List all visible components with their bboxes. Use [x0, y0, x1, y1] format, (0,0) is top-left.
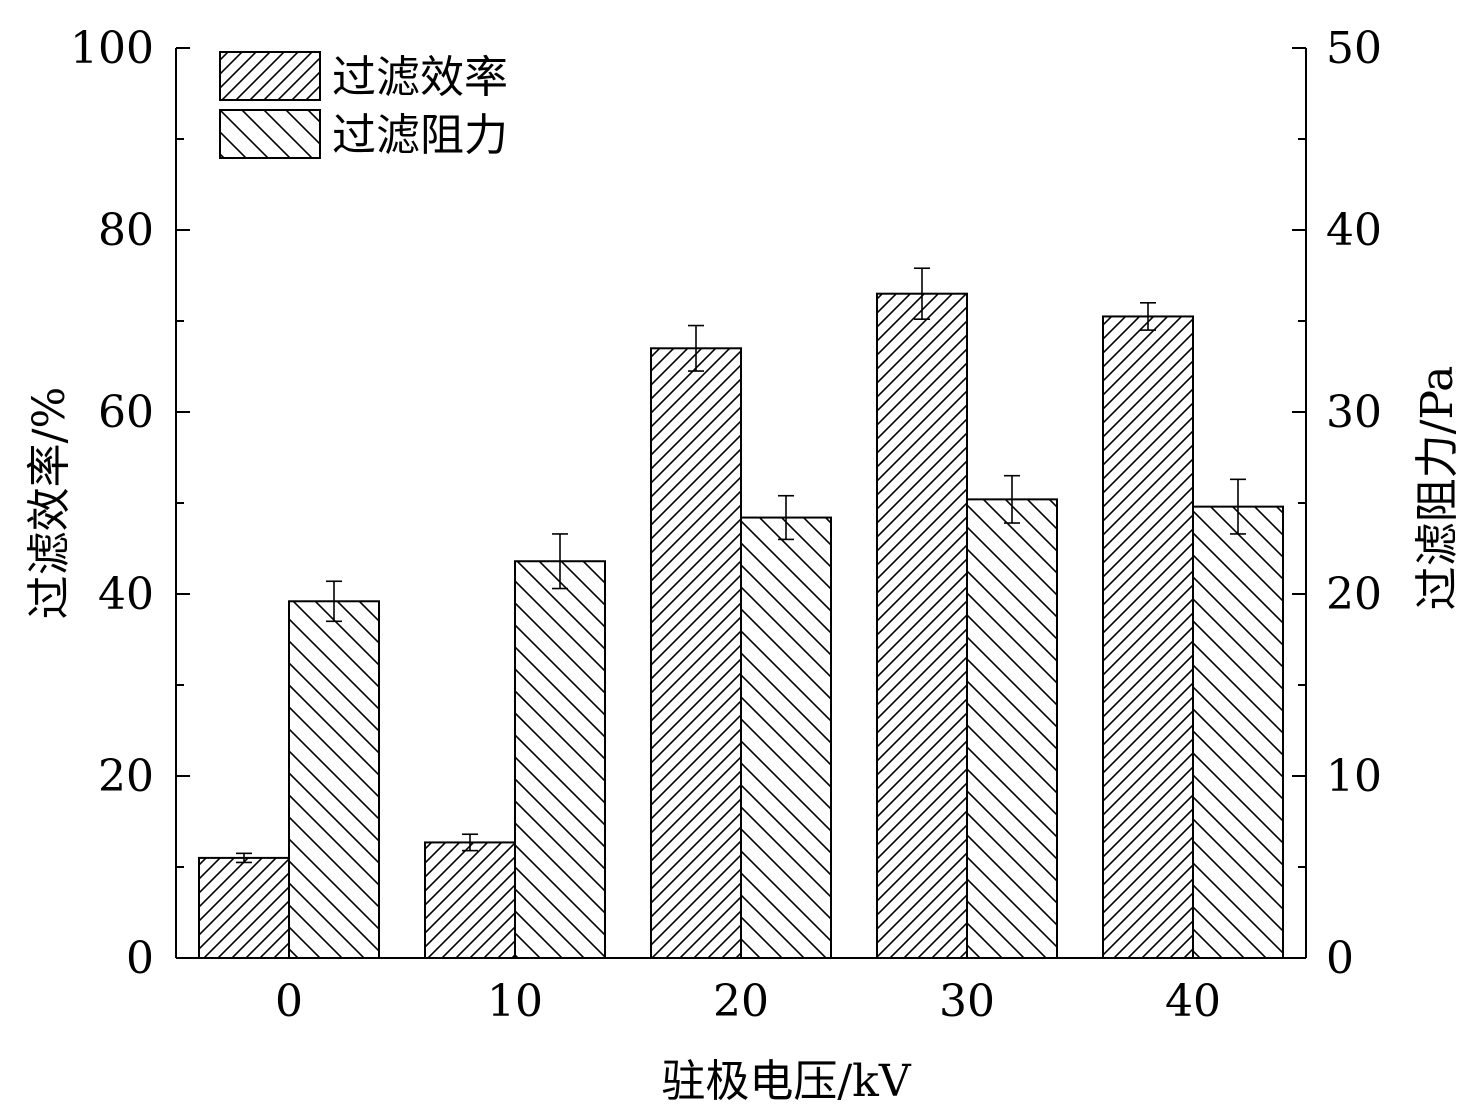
bar-efficiency-40 — [1102, 315, 1194, 959]
bars-layer — [198, 292, 1284, 960]
bar-efficiency-20 — [650, 347, 742, 959]
axes-layer: 0 20 40 60 80 100 0 10 20 30 40 50 0 10 20 30 40 — [70, 23, 1382, 1027]
bar-efficiency-0 — [198, 856, 290, 960]
error-bars-layer — [236, 267, 1246, 864]
error-bar-resistance-10 — [552, 533, 568, 590]
bar-resistance-40 — [1192, 505, 1284, 959]
legend: 过滤效率 过滤阻力 — [219, 51, 508, 161]
y-left-tick-label: 80 — [98, 205, 154, 256]
y-left-tick-label: 20 — [98, 751, 154, 802]
legend-swatch-efficiency — [219, 51, 321, 101]
bar-efficiency-10 — [424, 841, 516, 959]
y-axis-right-title: 过滤阻力/Pa — [1412, 366, 1463, 611]
y-right-tick-label: 10 — [1326, 751, 1382, 802]
error-bar-efficiency-30 — [914, 267, 930, 320]
y-left-tick-label: 60 — [98, 387, 154, 438]
bar-efficiency-30 — [876, 292, 968, 959]
x-tick-label: 10 — [487, 976, 543, 1027]
bar-resistance-0 — [288, 600, 380, 960]
bar-resistance-20 — [740, 516, 832, 959]
error-bar-efficiency-10 — [462, 833, 478, 852]
error-bar-resistance-0 — [326, 580, 342, 623]
y-right-tick-label: 20 — [1326, 569, 1382, 620]
x-tick-label: 20 — [713, 976, 769, 1027]
bar-resistance-30 — [966, 498, 1058, 959]
legend-label-resistance: 过滤阻力 — [332, 110, 508, 161]
legend-label-efficiency: 过滤效率 — [332, 52, 508, 103]
error-bar-efficiency-20 — [688, 324, 704, 372]
y-axis-left-title: 过滤效率/% — [24, 387, 75, 620]
error-bar-resistance-40 — [1230, 478, 1246, 535]
x-axis-title: 驻极电压/kV — [661, 1056, 911, 1107]
x-tick-label: 40 — [1165, 976, 1221, 1027]
y-right-tick-label: 50 — [1326, 23, 1382, 74]
y-right-tick-label: 40 — [1326, 205, 1382, 256]
legend-swatch-resistance — [219, 109, 321, 159]
y-right-tick-label: 30 — [1326, 387, 1382, 438]
error-bar-efficiency-0 — [236, 852, 252, 864]
bar-resistance-10 — [514, 560, 606, 959]
error-bar-resistance-30 — [1004, 474, 1020, 524]
error-bar-efficiency-40 — [1140, 301, 1156, 331]
y-left-tick-label: 100 — [70, 23, 154, 74]
y-left-tick-label: 40 — [98, 569, 154, 620]
y-right-tick-label: 0 — [1326, 933, 1354, 984]
error-bar-resistance-20 — [778, 494, 794, 541]
x-tick-label: 30 — [939, 976, 995, 1027]
x-tick-label: 0 — [275, 976, 303, 1027]
y-left-tick-label: 0 — [126, 933, 154, 984]
